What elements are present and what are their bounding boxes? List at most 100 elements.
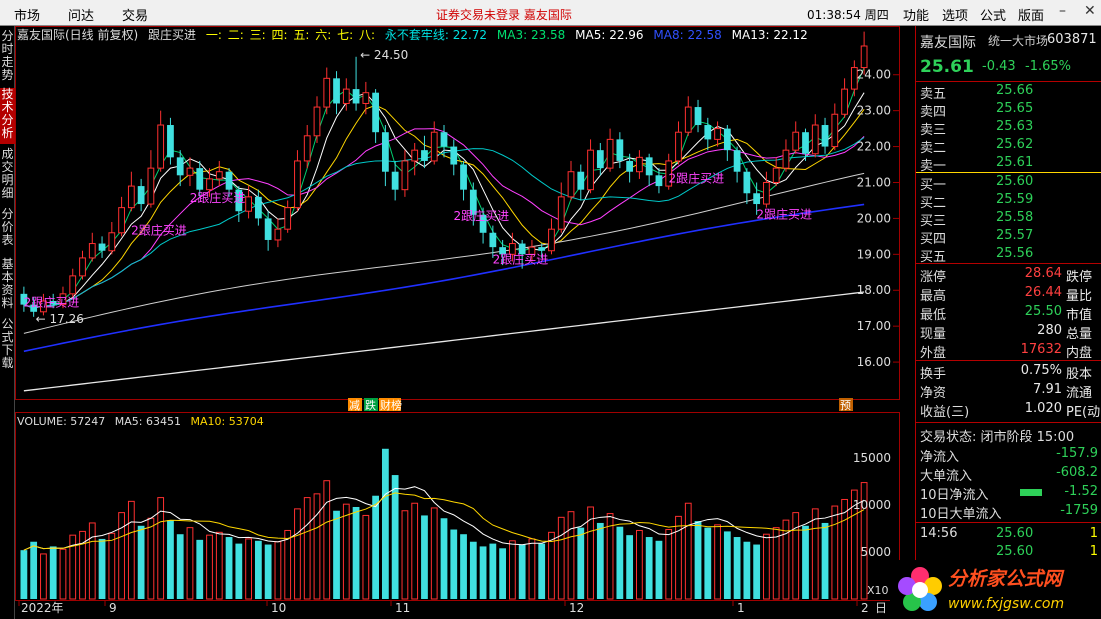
flow-row[interactable]: 大单流入 -608.2 — [920, 465, 1098, 484]
candle-body — [323, 77, 331, 108]
tick-row[interactable]: 25.60 1 — [920, 544, 1098, 562]
ask-row[interactable]: 卖五 25.66 — [920, 83, 1098, 102]
flower-icon — [898, 567, 942, 611]
flow-row[interactable]: 10日净流入 -1.52 — [920, 484, 1098, 503]
candle-body — [303, 135, 311, 162]
candle-body — [577, 171, 585, 190]
tab-formula-download[interactable]: 公式下载 — [1, 317, 14, 370]
flow-row[interactable]: 净流入 -157.9 — [920, 446, 1098, 465]
tick-price: 25.60 — [996, 544, 1034, 559]
ask-row[interactable]: 卖四 25.65 — [920, 101, 1098, 120]
candle-body — [313, 106, 321, 137]
date-tick-label: 12 — [569, 601, 584, 615]
bid-row[interactable]: 买三 25.58 — [920, 210, 1098, 229]
stat-label-2: 量比 — [1066, 289, 1093, 304]
volume-bar — [636, 529, 643, 600]
tab-basic-info[interactable]: 基本资料 — [1, 257, 14, 310]
price-change-pct: -1.65% — [1025, 59, 1071, 74]
volume-bar — [538, 543, 546, 599]
candle-body — [665, 160, 673, 187]
menu-function[interactable]: 功能 — [903, 9, 930, 24]
candle-body — [79, 257, 86, 277]
volume-ma10-line — [23, 492, 865, 551]
stat-row[interactable]: 外盘 17632 内盘 — [920, 342, 1098, 361]
minimize-button[interactable]: – — [1059, 3, 1066, 19]
volume-bar — [127, 500, 135, 600]
menu-layout[interactable]: 版面 — [1018, 9, 1045, 24]
day-label-7: 七: — [337, 28, 354, 42]
menu-options[interactable]: 选项 — [942, 9, 969, 24]
day-label-4: 四: — [271, 28, 288, 42]
bid-row[interactable]: 买五 25.56 — [920, 246, 1098, 265]
volume-bar — [675, 515, 682, 600]
candle-body — [362, 92, 370, 104]
bid-row[interactable]: 买一 25.60 — [920, 174, 1098, 193]
bid-ask-divider — [916, 172, 1101, 173]
volume-bar — [323, 480, 331, 600]
volume-bar — [167, 520, 174, 599]
candle-body — [850, 67, 858, 90]
volume-bar — [743, 541, 751, 599]
volume-bar — [606, 513, 614, 600]
price-chart-svg[interactable]: 24.00 23.00 22.00 21.00 20.00 19.00 18.00 17.00… — [15, 26, 915, 619]
login-alert[interactable]: 证券交易未登录 嘉友国际 — [436, 8, 572, 22]
volume-bar — [616, 526, 624, 599]
badge-reduce: 减 — [349, 399, 360, 412]
stat2-row[interactable]: 收益(三) 1.020 PE(动) — [920, 401, 1101, 420]
candle-body — [704, 125, 712, 140]
bid-row[interactable]: 买四 25.57 — [920, 228, 1098, 247]
volume-bar — [596, 522, 604, 599]
stat-row[interactable]: 最低 25.50 市值 — [920, 304, 1098, 323]
candle-body — [342, 88, 350, 104]
candle-body — [196, 168, 204, 190]
volume-bar — [548, 531, 555, 600]
stat-row[interactable]: 现量 280 总量 — [920, 323, 1098, 342]
date-tick-label: 11 — [395, 601, 410, 615]
volume-bar — [567, 511, 575, 600]
logo-svg: 分析家公式网 www.fxjgsw.com — [898, 567, 1065, 612]
tab-trade-detail[interactable]: 成交明细 — [1, 147, 14, 200]
volume-bar — [254, 540, 262, 599]
volume-header: VOLUME: 57247 MA5: 63451 MA10: 53704 — [17, 415, 270, 428]
menu-trade[interactable]: 交易 — [122, 9, 149, 24]
tab-intraday[interactable]: 分时走势 — [1, 29, 14, 82]
bid-row[interactable]: 买二 25.59 — [920, 192, 1098, 211]
close-button[interactable]: ✕ — [1084, 3, 1096, 19]
ma8-label: MA8: 22.58 — [653, 28, 722, 42]
day-label-3: 三: — [249, 28, 266, 42]
price-row: 25.61 -0.43 -1.65% — [920, 57, 1098, 79]
flow-row[interactable]: 10日大单流入 -1759 — [920, 503, 1098, 522]
volume-bar — [518, 544, 526, 599]
candle-body — [557, 196, 565, 230]
candle-body — [733, 150, 741, 172]
indicator-name[interactable]: 跟庄买进 — [148, 28, 197, 42]
date-tick-label: 2022年 — [21, 601, 64, 615]
candle-body — [684, 106, 692, 133]
stat-row[interactable]: 最高 26.44 量比 — [920, 285, 1098, 304]
menu-formula[interactable]: 公式 — [980, 9, 1007, 24]
stat2-row[interactable]: 换手 0.75% 股本 — [920, 363, 1098, 382]
stat-row[interactable]: 涨停 28.64 跌停 — [920, 266, 1098, 285]
flow-value: -1759 — [1060, 503, 1098, 518]
stat2-row[interactable]: 净资 7.91 流通 — [920, 382, 1098, 401]
ask-row[interactable]: 卖三 25.63 — [920, 119, 1098, 138]
ask-row[interactable]: 卖二 25.62 — [920, 137, 1098, 156]
bid-price: 25.56 — [996, 246, 1034, 261]
chart-area[interactable]: 24.00 23.00 22.00 21.00 20.00 19.00 18.00 17.00… — [15, 26, 915, 619]
stock-name-row: 嘉友国际 统一大市场 603871 — [920, 32, 1098, 51]
trade-status: 交易状态: 闭市阶段 15:00 — [920, 430, 1075, 445]
top-menu-bar: 市场 问达 交易 证券交易未登录 嘉友国际 01:38:54 周四 功能 选项 … — [0, 0, 1101, 26]
tick-row[interactable]: 14:56 25.60 1 — [920, 526, 1098, 544]
volume-bar — [792, 512, 800, 600]
volume-bar — [284, 529, 292, 600]
high-price-marker: ← 24.50 — [360, 48, 408, 62]
menu-wenda[interactable]: 问达 — [68, 9, 95, 24]
candle-body — [802, 132, 809, 154]
tab-technical[interactable]: 技术分析 — [0, 88, 15, 144]
tab-price-table[interactable]: 分价表 — [1, 207, 14, 247]
volume-bar — [79, 530, 86, 600]
menu-market[interactable]: 市场 — [14, 9, 41, 24]
ask-row[interactable]: 卖一 25.61 — [920, 155, 1098, 174]
volume-bar — [509, 540, 516, 600]
volume-bar — [587, 506, 594, 600]
